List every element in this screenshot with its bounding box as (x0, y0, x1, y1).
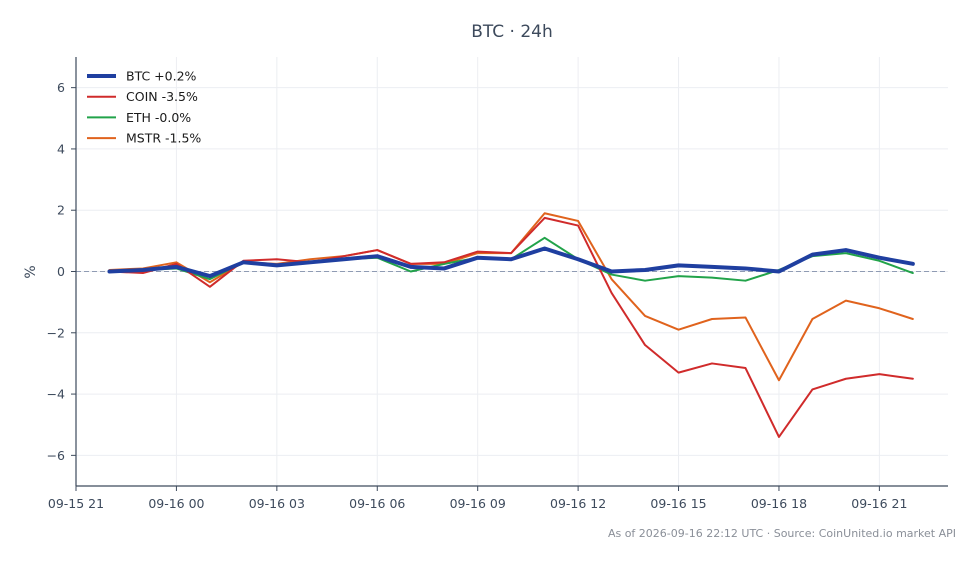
x-tick-label: 09-16 00 (148, 496, 204, 511)
legend-entry-0: BTC +0.2% (126, 69, 197, 84)
legend-entry-1: COIN -3.5% (126, 89, 198, 104)
x-tick-label: 09-16 12 (550, 496, 606, 511)
legend-entry-3: MSTR -1.5% (126, 131, 201, 146)
y-axis-label: % (23, 265, 39, 278)
x-tick-label: 09-15 21 (48, 496, 104, 511)
x-tick-label: 09-16 06 (349, 496, 405, 511)
y-tick-label: 0 (57, 264, 65, 279)
y-tick-label: −4 (47, 387, 65, 402)
x-tick-label: 09-16 18 (751, 496, 807, 511)
x-tick-label: 09-16 21 (851, 496, 907, 511)
legend: BTC +0.2% COIN -3.5% ETH -0.0% MSTR -1.5% (87, 69, 201, 146)
series-line-3 (108, 212, 914, 382)
series-line-1 (108, 216, 914, 438)
legend-entry-2: ETH -0.0% (126, 110, 191, 125)
x-tick-label: 09-16 03 (249, 496, 305, 511)
y-tick-label: 4 (57, 141, 65, 156)
y-tick-label: −2 (47, 325, 65, 340)
x-tick-label: 09-16 09 (450, 496, 506, 511)
y-tick-label: 6 (57, 80, 65, 95)
axes: 09-15 21 09-16 00 09-16 03 09-16 06 09-16 09… (47, 57, 948, 511)
chart-title: BTC · 24h (471, 22, 553, 42)
x-tick-label: 09-16 15 (650, 496, 706, 511)
y-tick-label: 2 (57, 203, 65, 218)
series-lines (107, 212, 915, 438)
y-tick-label: −6 (47, 448, 65, 463)
chart-footer: As of 2026-09-16 22:12 UTC · Source: Coi… (608, 527, 956, 540)
series-line-0 (107, 246, 915, 279)
